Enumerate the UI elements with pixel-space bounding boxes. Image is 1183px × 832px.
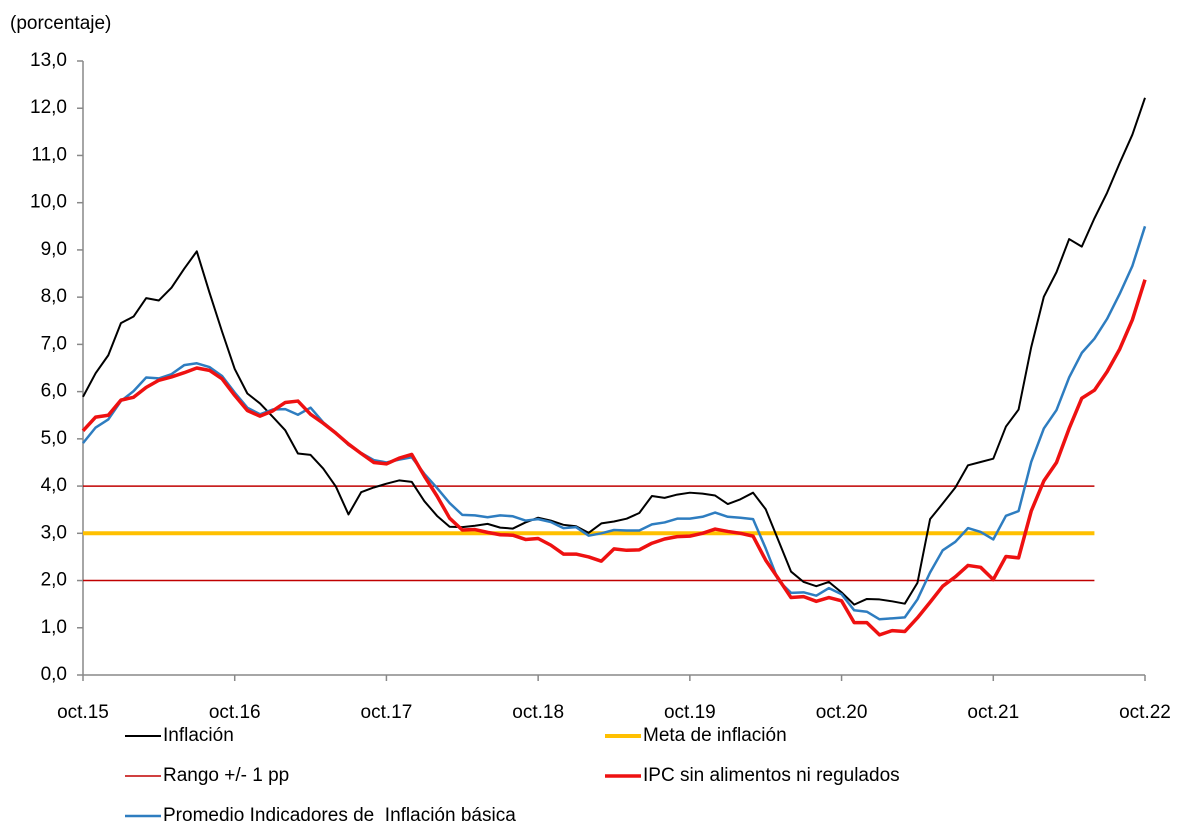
y-tick-label: 11,0: [31, 144, 67, 165]
y-tick-label: 6,0: [41, 381, 67, 402]
series-line: [81, 279, 1147, 637]
x-tick-label: oct.19: [664, 702, 716, 723]
x-tick-label: oct.15: [57, 702, 109, 723]
series-line: [82, 97, 1146, 606]
y-tick-label: 2,0: [41, 570, 67, 591]
y-tick-label: 9,0: [41, 239, 67, 260]
legend-label: Rango +/- 1 pp: [163, 765, 289, 786]
x-tick-label: oct.22: [1119, 702, 1171, 723]
y-axis-label: (porcentaje): [10, 13, 111, 34]
legend-label: Promedio Indicadores de Inflación básica: [163, 805, 516, 826]
y-tick-label: 10,0: [30, 192, 67, 213]
legend-label: Meta de inflación: [643, 725, 787, 746]
x-tick-label: oct.17: [361, 702, 413, 723]
x-tick-label: oct.16: [209, 702, 261, 723]
y-tick-label: 12,0: [30, 97, 67, 118]
y-tick-label: 5,0: [41, 428, 67, 449]
y-tick-label: 4,0: [41, 475, 67, 496]
legend-label: IPC sin alimentos ni regulados: [643, 765, 900, 786]
series-line: [82, 225, 1147, 621]
y-tick-label: 8,0: [41, 286, 67, 307]
x-tick-label: oct.21: [967, 702, 1019, 723]
y-tick-label: 3,0: [41, 522, 67, 543]
y-tick-label: 1,0: [41, 617, 67, 638]
y-tick-label: 13,0: [30, 50, 67, 71]
legend-label: Inflación: [163, 725, 234, 746]
y-tick-label: 7,0: [41, 333, 67, 354]
y-tick-label: 0,0: [41, 664, 67, 685]
x-tick-label: oct.20: [816, 702, 868, 723]
x-tick-label: oct.18: [512, 702, 564, 723]
